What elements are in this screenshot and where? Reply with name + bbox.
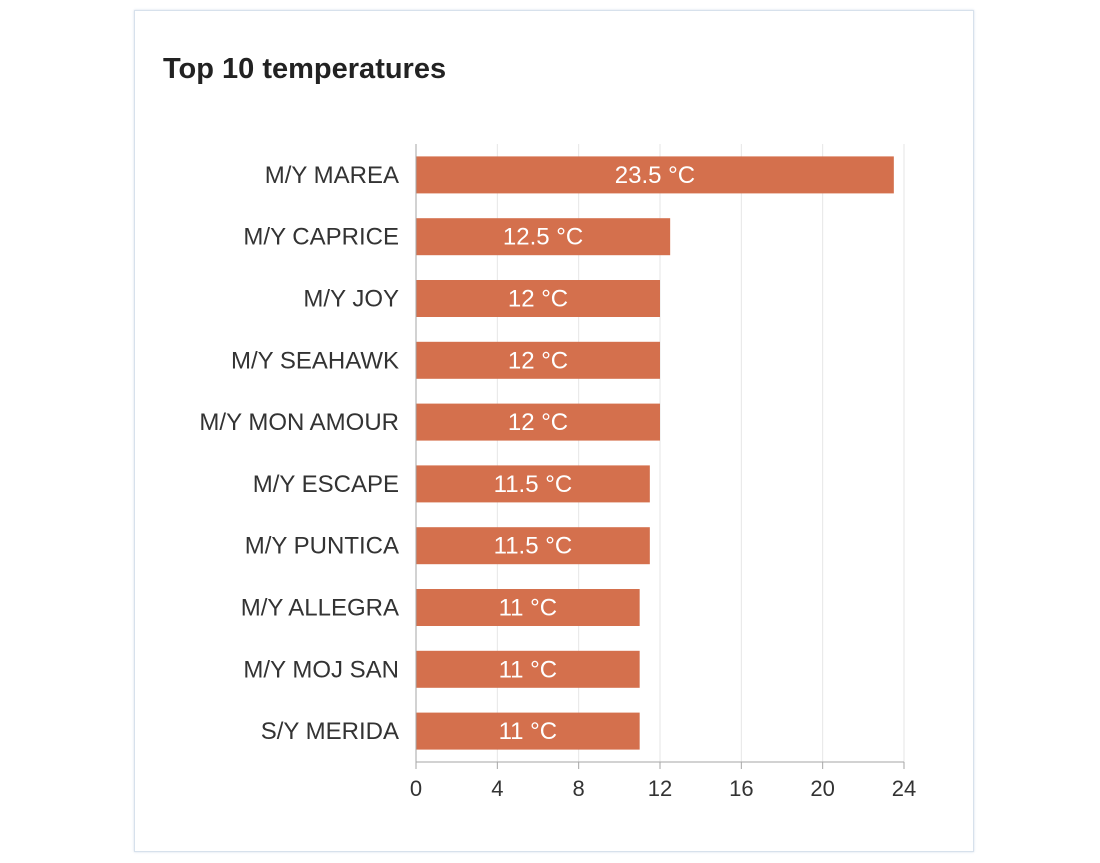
category-label: S/Y MERIDA xyxy=(261,718,399,745)
data-label: 11.5 °C xyxy=(494,471,573,498)
category-label: M/Y MOJ SAN xyxy=(243,656,399,683)
labels: 0 4 8 12 16 20 24 M/Y MAREA 23.5 °C M/Y CAPRICE 12… xyxy=(199,162,916,801)
data-label: 12 °C xyxy=(508,409,568,436)
category-label: M/Y PUNTICA xyxy=(245,533,399,560)
category-label: M/Y CAPRICE xyxy=(243,224,399,251)
bar xyxy=(416,280,660,317)
data-label: 11 °C xyxy=(499,595,558,622)
bar xyxy=(416,650,640,688)
category-label: M/Y MAREA xyxy=(265,162,399,189)
chart-title: Top 10 temperatures xyxy=(163,53,447,85)
data-label: 11 °C xyxy=(499,718,558,745)
category-label: M/Y SEAHAWK xyxy=(231,347,399,374)
category-label: M/Y ESCAPE xyxy=(253,471,399,498)
bar xyxy=(416,465,650,503)
data-label: 12 °C xyxy=(508,286,568,313)
category-label: M/Y ALLEGRA xyxy=(241,595,399,622)
bar xyxy=(416,712,640,750)
x-tick-label: 8 xyxy=(573,776,585,801)
data-label: 12 °C xyxy=(508,347,568,374)
data-label: 23.5 °C xyxy=(615,162,695,189)
bar xyxy=(416,218,671,256)
x-tick-label: 4 xyxy=(491,776,503,801)
bar-chart: 0 4 8 12 16 20 24 M/Y MAREA 23.5 °C M/Y CAPRICE 12… xyxy=(199,144,916,801)
chart-card: Top 10 temperatures 0 4 8 12 16 20 24 M/Y MAREA… xyxy=(134,10,974,852)
axes xyxy=(415,144,905,769)
category-label: M/Y MON AMOUR xyxy=(199,409,399,436)
category-label: M/Y JOY xyxy=(303,286,399,313)
bar xyxy=(416,589,640,626)
x-tick-label: 12 xyxy=(648,776,672,801)
bar xyxy=(416,527,650,565)
x-tick-label: 24 xyxy=(892,776,916,801)
bar xyxy=(416,156,894,194)
data-label: 12.5 °C xyxy=(503,224,583,251)
data-label: 11.5 °C xyxy=(494,533,573,560)
x-tick-label: 16 xyxy=(729,776,753,801)
x-tick-label: 0 xyxy=(410,776,422,801)
bars xyxy=(416,156,894,750)
data-label: 11 °C xyxy=(499,656,558,683)
x-tick-label: 20 xyxy=(810,776,834,801)
bar xyxy=(416,403,660,441)
bar xyxy=(416,341,660,379)
